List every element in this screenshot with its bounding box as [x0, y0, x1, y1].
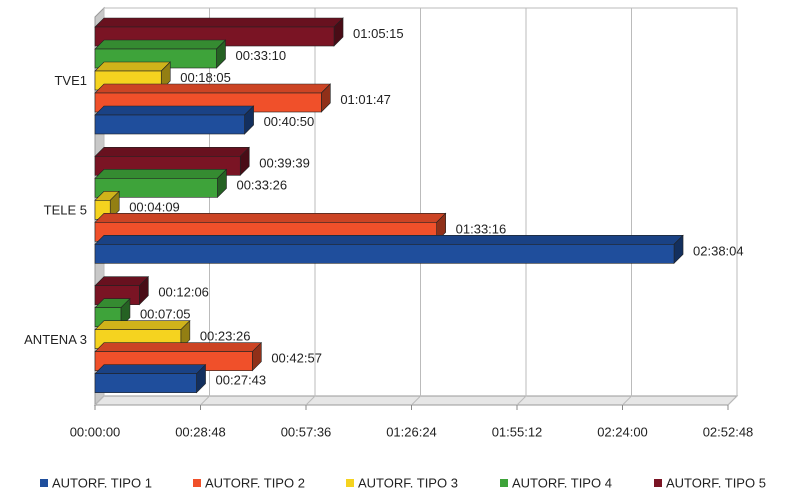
y-tick-label: TELE 5	[44, 202, 87, 217]
x-tick-label: 01:26:24	[386, 424, 437, 439]
bar-top	[94, 83, 332, 94]
value-label: 00:27:43	[216, 373, 267, 388]
bar	[94, 114, 245, 135]
grid-line	[516, 8, 527, 406]
x-tick-label: 01:55:12	[492, 424, 543, 439]
value-label: 02:38:04	[693, 243, 744, 258]
x-tick-label: 02:52:48	[703, 424, 754, 439]
bar	[94, 178, 218, 198]
legend-swatch	[346, 479, 354, 487]
grid-line	[411, 8, 421, 406]
legend-swatch	[654, 479, 662, 487]
bar	[94, 244, 675, 264]
grid-line	[305, 8, 316, 406]
value-label: 00:39:39	[259, 155, 310, 170]
value-label: 00:23:26	[200, 329, 251, 344]
legend-swatch	[500, 479, 508, 487]
grid-line	[727, 8, 738, 406]
bar	[94, 373, 197, 393]
y-tick-label: TVE1	[54, 73, 87, 88]
value-label: 00:33:26	[236, 177, 287, 192]
bar-top	[94, 364, 207, 374]
bar-top	[94, 61, 171, 72]
bar-top	[94, 17, 344, 28]
legend-label: AUTORF. TIPO 4	[512, 475, 612, 490]
value-label: 00:12:06	[158, 285, 209, 300]
x-tick-label: 02:24:00	[597, 424, 648, 439]
value-label: 01:05:15	[353, 26, 404, 41]
bar-top	[94, 213, 447, 223]
bar-top	[94, 39, 227, 50]
legend-label: AUTORF. TIPO 1	[52, 475, 152, 490]
value-label: 00:42:57	[271, 351, 322, 366]
grid-line	[200, 8, 210, 406]
bar-top	[94, 105, 255, 116]
value-label: 00:07:05	[140, 307, 191, 322]
value-label: 00:04:09	[129, 199, 180, 214]
bar-top	[94, 235, 684, 245]
grid-line	[94, 8, 105, 406]
value-label: 00:40:50	[264, 114, 315, 129]
value-label: 00:18:05	[180, 70, 231, 85]
grid-line	[622, 8, 632, 406]
y-tick-label: ANTENA 3	[24, 332, 87, 347]
bar-top	[94, 342, 263, 352]
legend-swatch	[193, 479, 201, 487]
x-tick-label: 00:28:48	[175, 424, 226, 439]
value-label: 00:33:10	[235, 48, 286, 63]
bar-top	[94, 320, 191, 330]
bar-top	[94, 169, 228, 179]
legend-label: AUTORF. TIPO 5	[666, 475, 766, 490]
x-tick-label: 00:00:00	[70, 424, 121, 439]
value-label: 01:33:16	[456, 221, 507, 236]
legend-swatch	[40, 479, 48, 487]
value-label: 01:01:47	[340, 92, 391, 107]
x-tick-label: 00:57:36	[281, 424, 332, 439]
legend-label: AUTORF. TIPO 2	[205, 475, 305, 490]
bar-top	[94, 147, 250, 157]
legend-label: AUTORF. TIPO 3	[358, 475, 458, 490]
